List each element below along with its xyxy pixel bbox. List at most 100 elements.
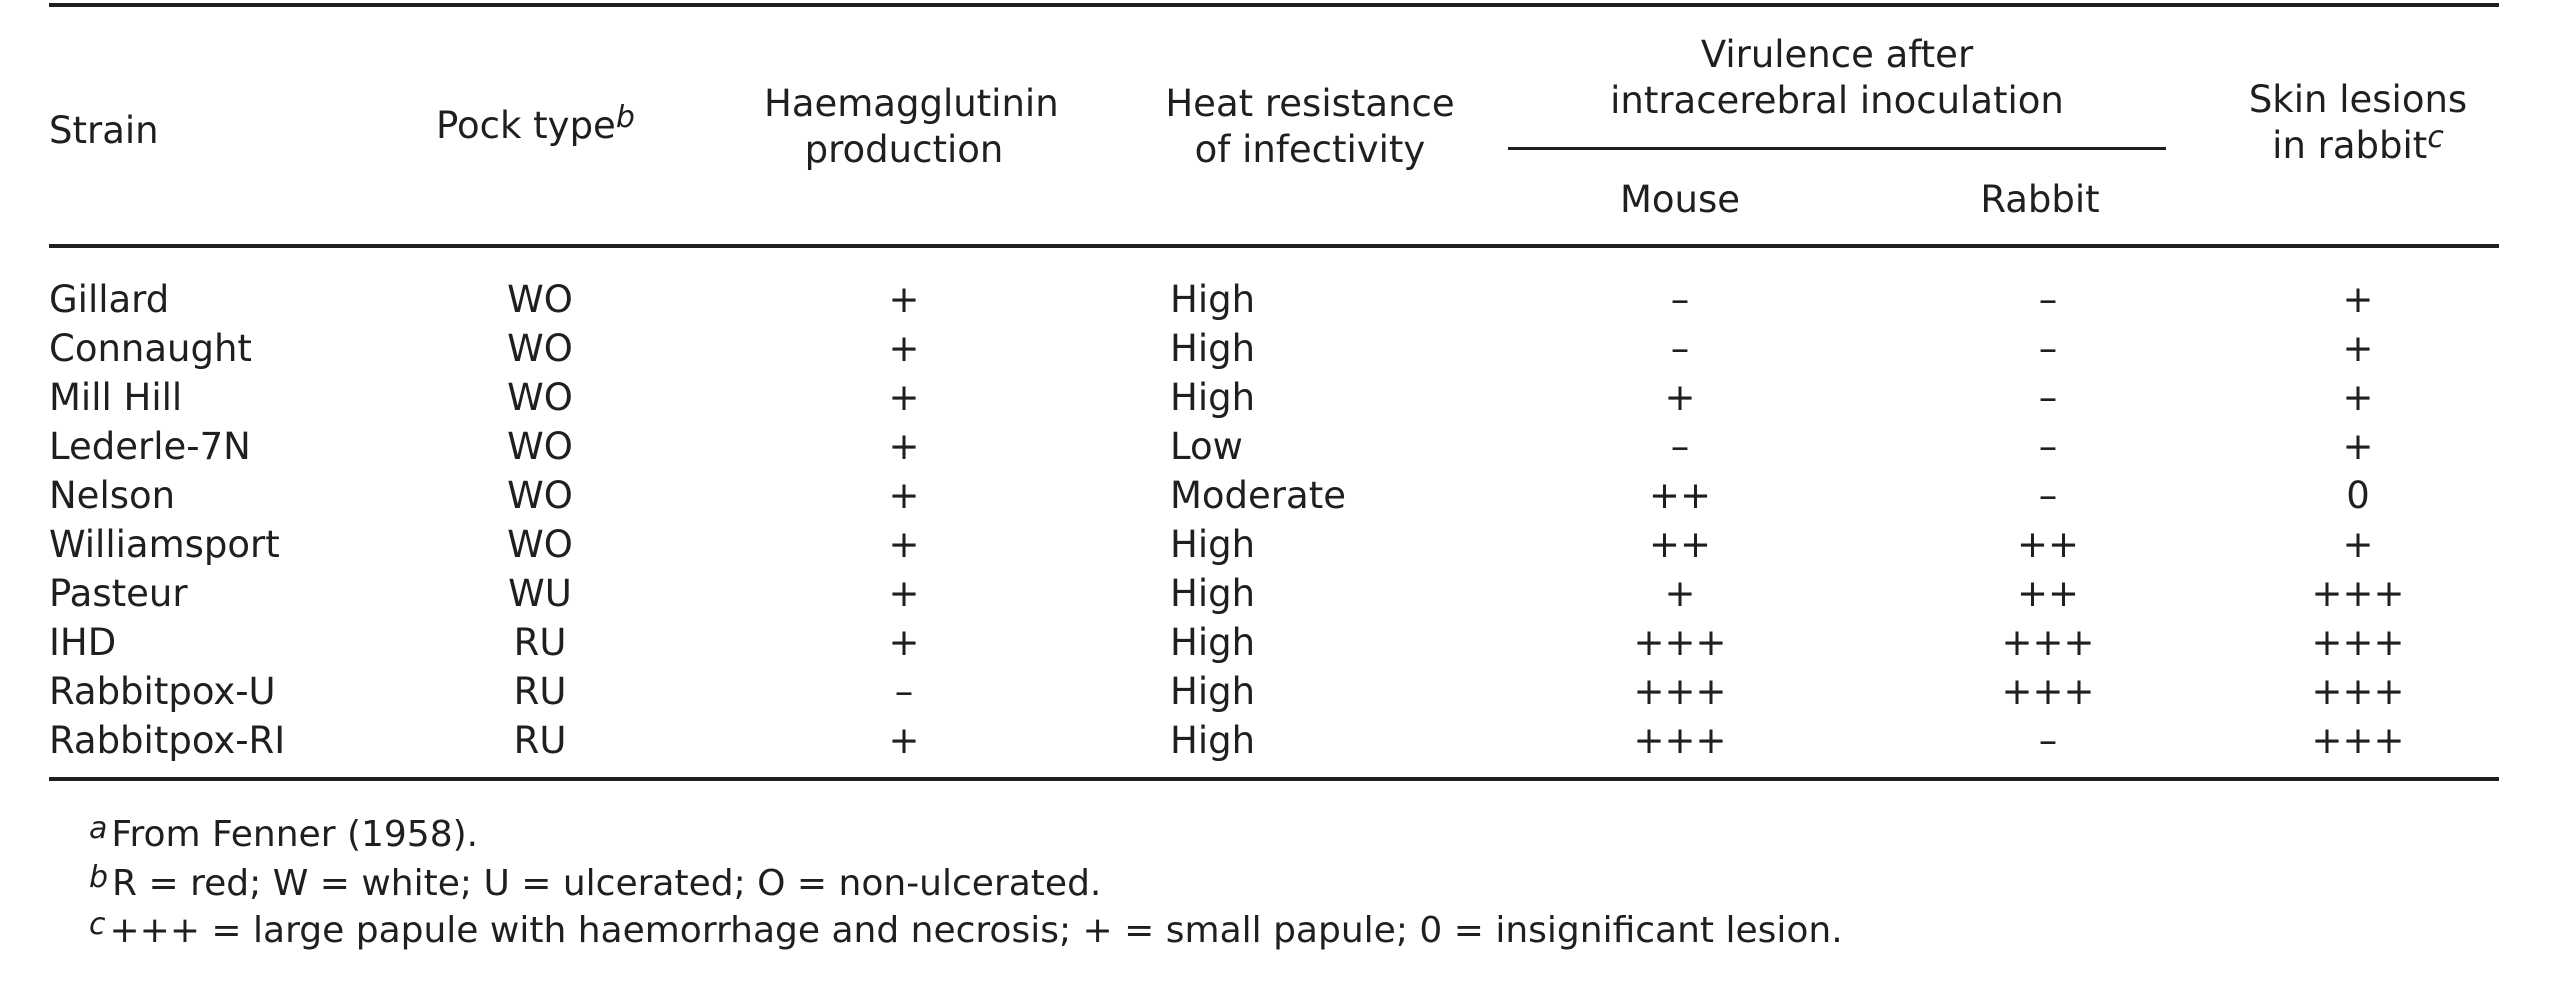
header-heat-resistance: Heat resistance of infectivity — [1160, 81, 1460, 173]
header-pock-type-label: Pock type — [436, 104, 616, 147]
cell-heat-resistance: High — [1170, 719, 1256, 762]
cell-haem-value: + — [888, 523, 920, 566]
header-strain: Strain — [49, 108, 159, 154]
cell-pock-type-value: WO — [507, 327, 573, 370]
cell-strain: Mill Hill — [49, 376, 183, 419]
cell-rabbit-value: – — [2038, 474, 2058, 517]
cell-haem-value: + — [888, 621, 920, 664]
header-skin-line2-wrap: in rabbitc — [2218, 120, 2498, 169]
cell-strain: Gillard — [49, 278, 170, 321]
cell-pock-type-value: WO — [507, 425, 573, 468]
cell-heat-resistance: High — [1170, 572, 1256, 615]
header-pock-type-footnote-mark: b — [615, 100, 635, 135]
footnote-text: From Fenner (1958). — [111, 814, 479, 855]
header-skin-lesions: Skin lesions in rabbitc — [2218, 77, 2498, 169]
cell-haem-value: + — [888, 719, 920, 762]
table-top-rule — [49, 3, 2499, 7]
cell-mouse-value: +++ — [1633, 621, 1727, 664]
cell-heat-resistance: High — [1170, 523, 1256, 566]
cell-heat-resistance: High — [1170, 376, 1256, 419]
cell-haem-value: + — [888, 327, 920, 370]
cell-rabbit-value: – — [2038, 376, 2058, 419]
cell-mouse-value: +++ — [1633, 719, 1727, 762]
cell-mouse-value: ++ — [1649, 523, 1712, 566]
cell-rabbit-value: ++ — [2017, 523, 2080, 566]
cell-strain: Lederle-7N — [49, 425, 251, 468]
cell-strain: Rabbitpox-RI — [49, 719, 286, 762]
header-skin-line2: in rabbit — [2272, 124, 2428, 167]
cell-rabbit-value: – — [2038, 327, 2058, 370]
cell-haem-value: + — [888, 278, 920, 321]
cell-pock-type-value: RU — [513, 670, 567, 713]
header-haem-line2: production — [804, 128, 1004, 171]
cell-haem-value: + — [888, 572, 920, 615]
cell-skin-value: +++ — [2311, 719, 2405, 762]
cell-mouse-value: + — [1664, 376, 1696, 419]
cell-rabbit-value: – — [2038, 719, 2058, 762]
header-haem-line1: Haemagglutinin — [764, 82, 1059, 125]
header-virulence-line1: Virulence after — [1700, 33, 1974, 76]
footnote-text: R = red; W = white; U = ulcerated; O = n… — [112, 863, 1102, 904]
virulence-subheader-rule — [1508, 147, 2166, 150]
header-pock-type: Pock typeb — [436, 100, 635, 149]
cell-rabbit-value: ++ — [2017, 572, 2080, 615]
cell-skin-value: + — [2342, 278, 2374, 321]
cell-mouse-value: + — [1664, 572, 1696, 615]
cell-pock-type-value: WO — [507, 474, 573, 517]
footnote: a From Fenner (1958). — [89, 811, 479, 858]
cell-haem-value: + — [888, 376, 920, 419]
cell-heat-resistance: Low — [1170, 425, 1243, 468]
cell-strain: Rabbitpox-U — [49, 670, 276, 713]
cell-heat-resistance: High — [1170, 621, 1256, 664]
header-heat-line2: of infectivity — [1194, 128, 1426, 171]
cell-haem-value: – — [894, 670, 914, 713]
cell-skin-value: + — [2342, 327, 2374, 370]
cell-mouse-value: +++ — [1633, 670, 1727, 713]
header-haemagglutinin: Haemagglutinin production — [764, 81, 1059, 173]
cell-pock-type-value: WO — [507, 278, 573, 321]
cell-haem-value: + — [888, 474, 920, 517]
cell-rabbit-value: +++ — [2001, 670, 2095, 713]
cell-skin-value: + — [2342, 376, 2374, 419]
header-virulence-line2: intracerebral inoculation — [1610, 79, 2064, 122]
cell-skin-value: 0 — [2346, 474, 2370, 517]
cell-pock-type-value: RU — [513, 719, 567, 762]
cell-rabbit-value: – — [2038, 425, 2058, 468]
header-skin-footnote-mark: c — [2427, 120, 2444, 155]
header-skin-line1: Skin lesions — [2248, 78, 2468, 121]
cell-pock-type-value: RU — [513, 621, 567, 664]
cell-skin-value: + — [2342, 523, 2374, 566]
cell-heat-resistance: Moderate — [1170, 474, 1346, 517]
cell-skin-value: +++ — [2311, 621, 2405, 664]
cell-strain: Pasteur — [49, 572, 188, 615]
header-virulence: Virulence after intracerebral inoculatio… — [1508, 32, 2166, 124]
cell-mouse-value: – — [1670, 278, 1690, 321]
cell-pock-type-value: WU — [508, 572, 572, 615]
cell-skin-value: + — [2342, 425, 2374, 468]
footnote-mark: c — [89, 907, 106, 942]
cell-pock-type-value: WO — [507, 523, 573, 566]
cell-pock-type-value: WO — [507, 376, 573, 419]
cell-strain: Nelson — [49, 474, 176, 517]
cell-skin-value: +++ — [2311, 670, 2405, 713]
footnote-text: +++ = large papule with haemorrhage and … — [109, 910, 1843, 951]
header-heat-line1: Heat resistance — [1165, 82, 1455, 125]
cell-heat-resistance: High — [1170, 670, 1256, 713]
cell-heat-resistance: High — [1170, 278, 1256, 321]
header-mouse: Mouse — [1580, 177, 1780, 223]
cell-mouse-value: – — [1670, 425, 1690, 468]
cell-rabbit-value: – — [2038, 278, 2058, 321]
header-rabbit-label: Rabbit — [1980, 178, 2100, 221]
cell-heat-resistance: High — [1170, 327, 1256, 370]
footnote: c +++ = large papule with haemorrhage and… — [89, 907, 1843, 954]
header-mouse-label: Mouse — [1619, 178, 1741, 221]
footnote-mark: a — [89, 811, 108, 846]
table-bottom-rule — [49, 777, 2499, 781]
table-header-rule — [49, 244, 2499, 248]
cell-mouse-value: – — [1670, 327, 1690, 370]
cell-haem-value: + — [888, 425, 920, 468]
header-strain-label: Strain — [49, 109, 159, 152]
cell-strain: Williamsport — [49, 523, 280, 566]
cell-strain: IHD — [49, 621, 117, 664]
